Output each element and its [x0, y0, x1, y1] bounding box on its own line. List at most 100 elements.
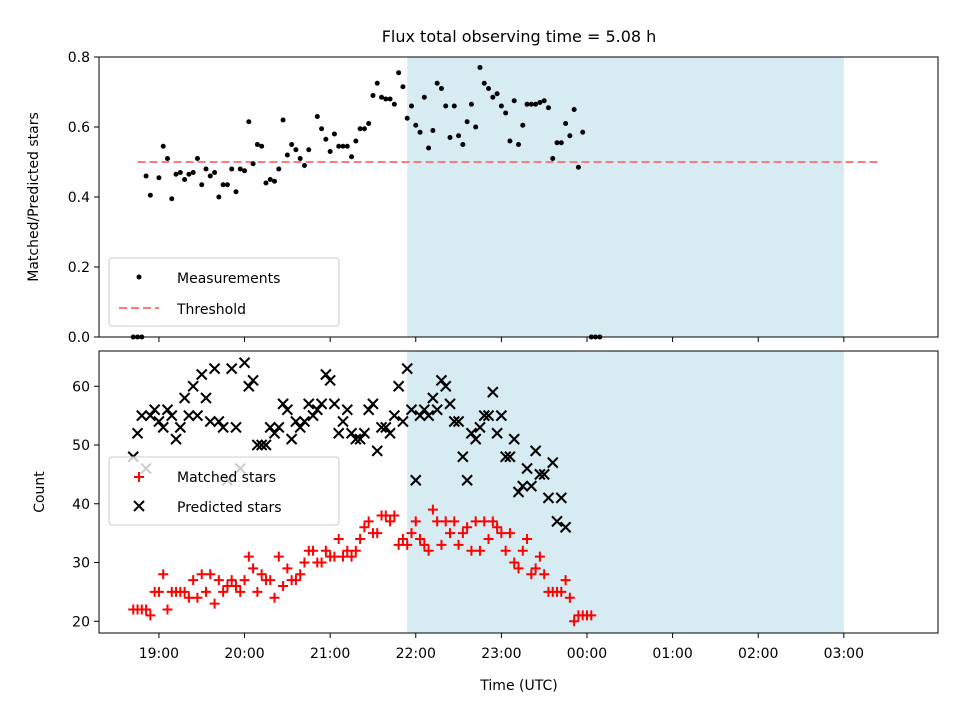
- predicted-star-point: [418, 404, 431, 416]
- predicted-star-point: [457, 451, 469, 463]
- predicted-star-point: [384, 427, 396, 439]
- predicted-star-point: [559, 521, 572, 533]
- matched-star-point: [402, 539, 413, 550]
- matched-star-point: [183, 592, 194, 603]
- measurement-point: [438, 86, 444, 91]
- top-x-ticks: [158, 337, 845, 342]
- predicted-star-point: [534, 468, 546, 481]
- matched-star-point: [513, 563, 524, 574]
- matched-star-point: [479, 516, 490, 527]
- matched-star-point: [415, 534, 426, 544]
- predicted-star-point: [281, 404, 294, 416]
- measurement-point: [220, 182, 226, 188]
- measurement-point: [477, 65, 483, 70]
- predicted-star-point: [465, 427, 478, 439]
- predicted-star-point: [166, 409, 178, 422]
- predicted-star-point: [547, 456, 559, 469]
- measurement-point: [147, 192, 153, 198]
- matched-star-point: [372, 528, 383, 539]
- measurement-point: [340, 143, 346, 149]
- measurement-point: [366, 121, 372, 126]
- measurement-point: [550, 156, 556, 161]
- predicted-star-point: [427, 392, 439, 404]
- observing-window-span: [407, 57, 844, 337]
- measurement-point: [481, 80, 487, 86]
- predicted-star-point: [243, 380, 255, 392]
- predicted-star-point: [452, 415, 465, 428]
- matched-star-point: [256, 569, 267, 580]
- legend-measurements-label: Measurements: [177, 271, 280, 287]
- legend-matched-label: Matched stars: [177, 470, 276, 486]
- predicted-star-point: [307, 409, 319, 422]
- matched-star-point: [539, 569, 550, 580]
- predicted-star-point: [414, 409, 426, 422]
- measurement-point: [490, 94, 496, 100]
- measurement-point: [494, 91, 500, 97]
- matched-star-point: [427, 504, 438, 515]
- matched-star-point: [564, 592, 575, 603]
- measurement-point: [434, 80, 440, 86]
- measurement-point: [169, 196, 175, 202]
- predicted-star-point: [311, 404, 324, 416]
- measurement-point: [224, 182, 230, 188]
- x-tick-label: 01:00: [652, 646, 692, 662]
- predicted-star-point: [161, 404, 174, 416]
- matched-star-point: [496, 528, 507, 539]
- measurement-point: [396, 70, 402, 76]
- legend-measurements-marker: [136, 274, 142, 280]
- x-tick-label: 02:00: [738, 646, 778, 662]
- measurement-point: [199, 182, 205, 188]
- predicted-star-point: [422, 409, 435, 422]
- measurement-point: [259, 143, 265, 149]
- measurement-point: [524, 101, 530, 107]
- matched-star-points: [128, 504, 597, 627]
- measurement-point: [374, 80, 380, 86]
- predicted-star-point: [410, 474, 422, 486]
- measurement-point: [327, 149, 333, 154]
- measurement-point: [216, 194, 222, 200]
- measurement-point: [507, 138, 513, 144]
- y-tick-label: 0.2: [68, 260, 90, 276]
- predicted-star-point: [358, 427, 371, 439]
- matched-star-point: [196, 569, 207, 580]
- predicted-star-point: [247, 374, 259, 387]
- matched-star-point: [586, 610, 597, 621]
- matched-star-point: [222, 581, 233, 591]
- predicted-star-point: [183, 409, 195, 422]
- measurement-point: [563, 121, 569, 126]
- measurement-point: [511, 98, 517, 104]
- matched-star-point: [248, 563, 259, 574]
- matched-star-point: [432, 516, 443, 527]
- matched-star-point: [410, 516, 421, 527]
- predicted-star-point: [251, 439, 264, 451]
- measurement-point: [571, 107, 577, 112]
- predicted-star-point: [285, 433, 298, 445]
- measurement-point: [203, 166, 209, 172]
- matched-star-point: [290, 575, 301, 586]
- measurement-point: [246, 119, 252, 125]
- predicted-star-point: [337, 415, 349, 428]
- predicted-star-point: [512, 486, 525, 498]
- predicted-star-point: [405, 404, 418, 416]
- measurement-point: [426, 145, 432, 151]
- measurement-point: [143, 173, 149, 179]
- measurement-point: [186, 171, 192, 177]
- matched-star-point: [295, 569, 306, 580]
- x-tick-label: 23:00: [481, 646, 521, 662]
- predicted-star-point: [225, 362, 238, 375]
- predicted-star-point: [341, 404, 353, 416]
- matched-star-point: [526, 569, 537, 580]
- predicted-star-point: [491, 427, 503, 439]
- measurement-point: [413, 122, 419, 128]
- measurement-point: [314, 114, 320, 119]
- measurement-point: [400, 84, 406, 90]
- predicted-star-point: [495, 409, 508, 422]
- predicted-star-point: [320, 368, 332, 381]
- measurement-point: [284, 152, 290, 158]
- predicted-star-point: [508, 433, 520, 445]
- predicted-star-point: [178, 392, 191, 404]
- legend-predicted-marker: [133, 500, 145, 512]
- y-tick-label: 60: [72, 379, 90, 395]
- measurement-point: [289, 142, 295, 147]
- predicted-star-point: [260, 439, 272, 451]
